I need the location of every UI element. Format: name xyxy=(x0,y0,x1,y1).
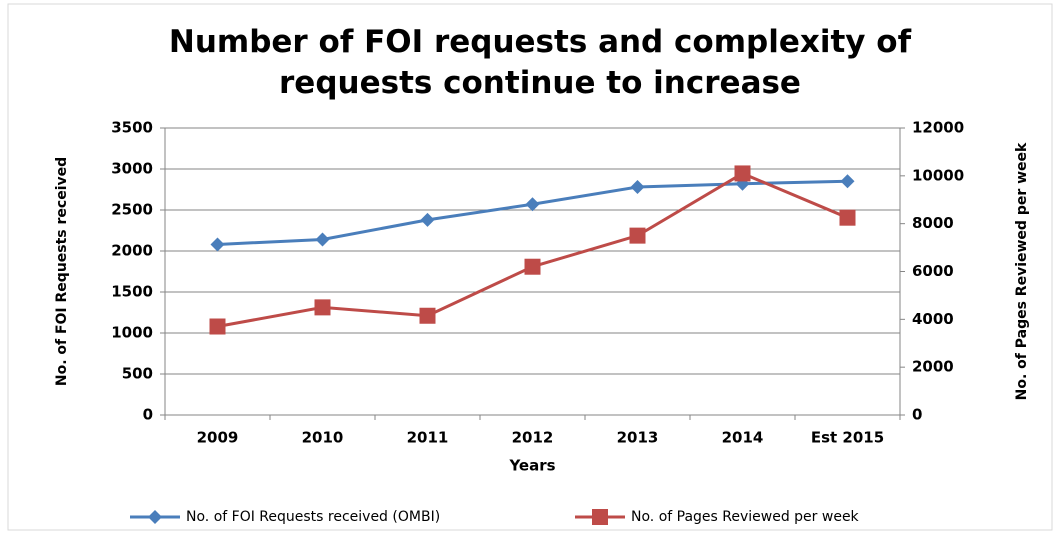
y-tick-label: 1000 xyxy=(111,324,153,342)
marker xyxy=(839,209,856,226)
y-tick-label: 2000 xyxy=(111,242,153,260)
y2-tick-label: 2000 xyxy=(912,358,954,376)
x-tick-label: 2012 xyxy=(512,429,554,447)
x-tick-label: 2011 xyxy=(407,429,449,447)
marker xyxy=(629,227,646,244)
y-tick-label: 0 xyxy=(143,406,153,424)
marker xyxy=(419,307,436,324)
marker xyxy=(210,237,225,252)
marker xyxy=(148,510,162,524)
marker xyxy=(525,197,540,212)
chart-frame xyxy=(7,3,1053,531)
legend-label: No. of Pages Reviewed per week xyxy=(631,509,860,525)
y-tick-label: 2500 xyxy=(111,201,153,219)
marker xyxy=(734,165,751,182)
y2-tick-label: 6000 xyxy=(912,262,954,280)
y2-tick-label: 4000 xyxy=(912,310,954,328)
legend-label: No. of FOI Requests received (OMBI) xyxy=(186,509,440,525)
y2-tick-label: 10000 xyxy=(912,166,964,184)
series-line xyxy=(217,171,849,328)
y-tick-label: 3500 xyxy=(111,119,153,137)
y2-tick-label: 8000 xyxy=(912,214,954,232)
x-tick-label: 2014 xyxy=(722,429,764,447)
chart-title: Number of FOI requests and complexity of… xyxy=(168,24,912,101)
marker xyxy=(314,299,331,316)
y-tick-label: 1500 xyxy=(111,283,153,301)
x-tick-label: Est 2015 xyxy=(811,429,884,447)
x-tick-label: 2013 xyxy=(617,429,659,447)
marker xyxy=(209,318,226,335)
x-axis-label: Years xyxy=(508,457,555,475)
y2-tick-label: 12000 xyxy=(912,119,964,137)
x-tick-label: 2009 xyxy=(197,429,239,447)
y-tick-label: 500 xyxy=(122,365,153,383)
series-line xyxy=(217,179,848,246)
marker xyxy=(315,232,330,247)
x-tick-label: 2010 xyxy=(302,429,344,447)
marker xyxy=(630,180,645,195)
marker xyxy=(420,212,435,227)
marker xyxy=(524,258,541,275)
y2-axis-label: No. of Pages Reviewed per week xyxy=(1014,142,1030,400)
marker xyxy=(840,174,855,189)
y-tick-label: 3000 xyxy=(111,160,153,178)
y-axis-label: No. of FOI Requests received xyxy=(54,157,70,386)
marker xyxy=(592,509,608,525)
y2-tick-label: 0 xyxy=(912,406,922,424)
